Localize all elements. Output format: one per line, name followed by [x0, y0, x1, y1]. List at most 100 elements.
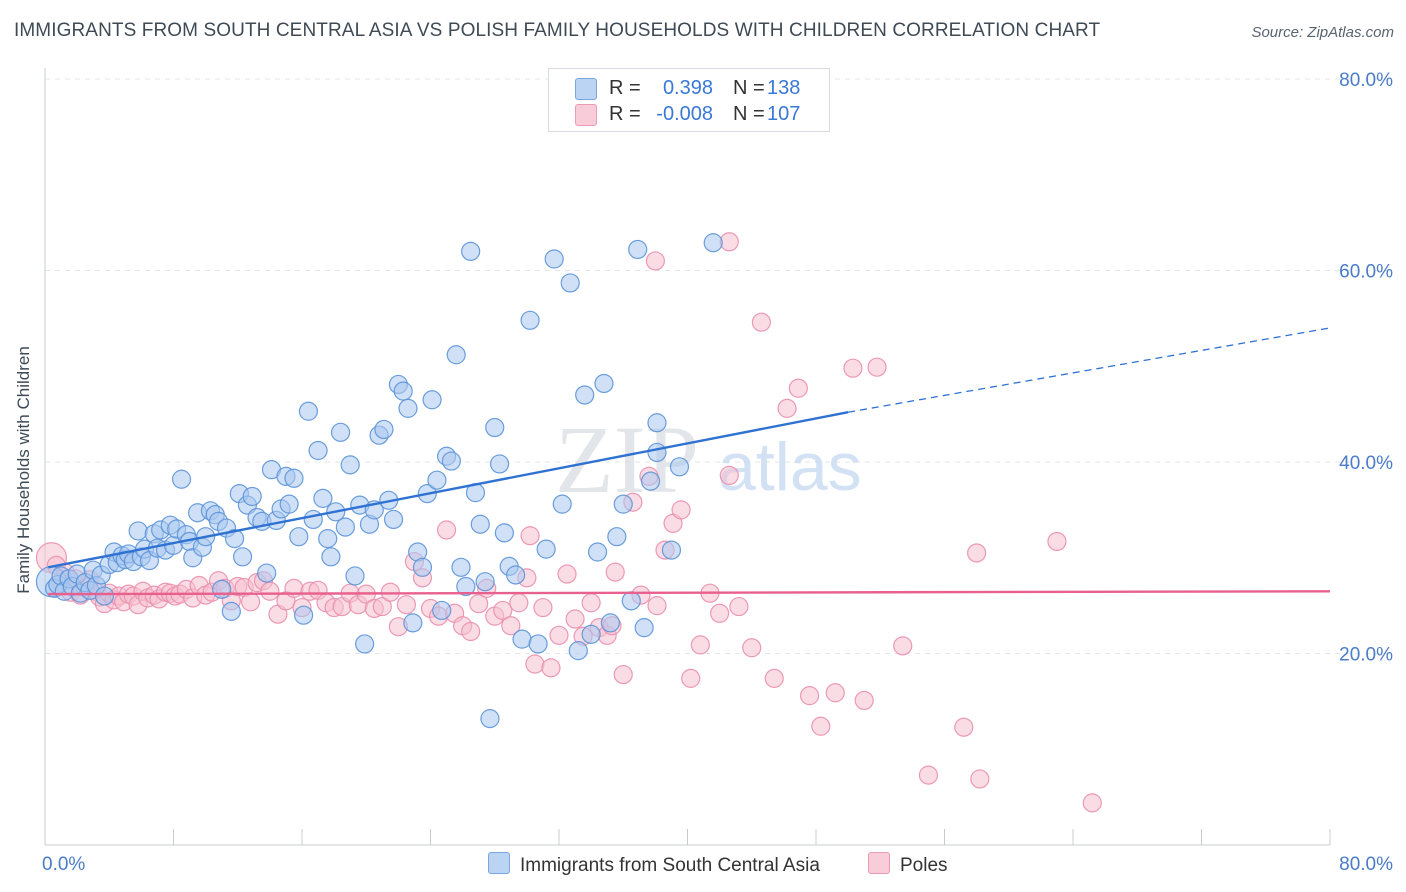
x-tick-label: 80.0% [1339, 854, 1393, 875]
immigrants-point [313, 488, 333, 508]
immigrants-point [383, 509, 404, 530]
immigrants-point [446, 345, 466, 365]
poles-point [764, 668, 784, 688]
immigrants-point [475, 572, 495, 592]
poles-point [719, 465, 739, 486]
legend-r-label: R = [609, 103, 641, 125]
poles-point [436, 520, 457, 540]
poles-point [645, 251, 665, 271]
immigrants-point [298, 401, 319, 421]
bottom-legend-label: Immigrants from South Central Asia [520, 855, 820, 876]
poles-point [788, 378, 808, 398]
immigrants-point [303, 509, 323, 530]
watermark-atlas: atlas [718, 429, 862, 505]
immigrants-point [289, 527, 309, 547]
immigrants-point [647, 442, 667, 463]
immigrants-trend-extension [848, 327, 1331, 413]
poles-point [396, 595, 417, 615]
immigrants-point [607, 527, 627, 547]
chart-title: IMMIGRANTS FROM SOUTH CENTRAL ASIA VS PO… [14, 20, 1101, 41]
poles-point [520, 526, 540, 546]
poles-point [681, 668, 701, 688]
legend-row-poles: R = -0.008 N = 107 [549, 101, 829, 127]
immigrants-point [422, 390, 442, 410]
immigrants-point [355, 634, 375, 654]
legend-n-value: 107 [767, 103, 801, 125]
poles-point [557, 564, 577, 584]
immigrants-point [669, 457, 690, 477]
poles-point [719, 232, 739, 252]
immigrants-point [398, 398, 418, 418]
bottom-legend-poles: Poles [868, 852, 948, 877]
immigrants-point [552, 494, 572, 514]
immigrants-trend-line [47, 411, 849, 569]
immigrants-point [485, 417, 505, 438]
bottom-legend-swatch-blue [488, 852, 510, 874]
legend: R = 0.398 N = 138 R = -0.008 N = 107 [548, 68, 830, 132]
poles-point [825, 683, 845, 703]
immigrants-point [318, 528, 338, 549]
legend-r-value: 0.398 [662, 77, 713, 99]
immigrants-point [330, 422, 351, 442]
immigrants-point [494, 523, 514, 543]
immigrants-point [232, 547, 253, 567]
poles-point [843, 358, 863, 378]
poles-point [751, 312, 771, 332]
axes [44, 68, 1331, 846]
immigrants-point [321, 547, 341, 567]
poles-point [260, 581, 280, 601]
poles-point [509, 593, 529, 613]
immigrants-point [294, 605, 314, 625]
immigrants-point [520, 310, 540, 330]
immigrants-point [374, 419, 394, 440]
immigrants-point [461, 241, 481, 261]
immigrants-point [506, 565, 526, 585]
poles-point [690, 635, 710, 655]
immigrants-point [128, 521, 148, 541]
poles-point [970, 769, 990, 789]
immigrants-point [412, 557, 433, 577]
immigrants-point [647, 413, 667, 433]
immigrants-point [432, 600, 452, 621]
immigrants-point [512, 629, 532, 649]
legend-n-label: N = [733, 77, 765, 99]
bottom-legend-immigrants: Immigrants from South Central Asia [488, 852, 820, 877]
legend-swatch-blue [575, 78, 597, 100]
immigrants-point [600, 613, 621, 633]
immigrants-point [587, 542, 608, 562]
immigrants-point [621, 591, 641, 611]
poles-point [541, 658, 561, 678]
immigrants-point [703, 233, 723, 253]
immigrants-point [594, 373, 614, 394]
poles-point [967, 543, 987, 563]
immigrants-point [427, 470, 447, 490]
immigrants-point [456, 576, 476, 597]
y-tick-label: 60.0% [1339, 262, 1393, 283]
poles-point [372, 596, 392, 617]
immigrants-point [480, 709, 500, 729]
poles-point [742, 638, 762, 658]
poles-point [918, 765, 939, 785]
poles-point [469, 594, 489, 614]
poles-point [671, 500, 691, 520]
poles-point [811, 716, 831, 736]
grid-lines [45, 78, 1395, 654]
immigrants-point [212, 579, 232, 599]
immigrants-point [575, 385, 595, 405]
immigrants-point [94, 586, 115, 606]
legend-n-value: 138 [767, 77, 801, 99]
immigrants-point [345, 566, 365, 586]
immigrants-point [661, 540, 682, 560]
immigrants-point [470, 514, 490, 534]
immigrants-point [335, 517, 355, 537]
poles-point [954, 717, 974, 737]
immigrants-point [536, 539, 556, 559]
poles-point [581, 593, 601, 613]
immigrants-point [340, 455, 360, 475]
poles-point [533, 597, 553, 618]
bottom-legend-label: Poles [900, 855, 948, 876]
trend-lines [47, 327, 1331, 596]
immigrants-point [284, 468, 304, 488]
immigrants-point [224, 528, 245, 549]
